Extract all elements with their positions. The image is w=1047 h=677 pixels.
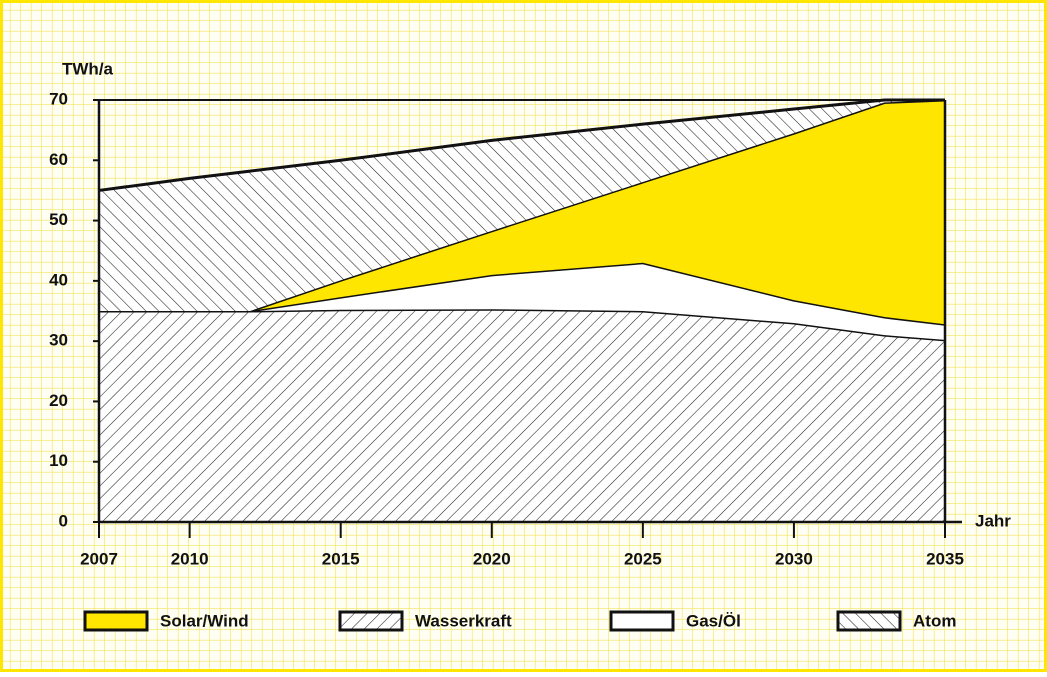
area [99,309,945,522]
area [99,100,945,325]
legend-label: Wasserkraft [415,611,512,630]
y-tick-label: 20 [49,391,68,410]
legend-label: Solar/Wind [160,611,249,630]
x-tick-label: 2010 [171,549,209,568]
x-tick-label: 2035 [926,549,964,568]
legend-swatch [83,610,149,632]
legend-label: Gas/Öl [686,611,741,630]
area [99,100,945,311]
x-axis-label: Jahr [975,511,1011,530]
x-tick-label: 2025 [624,549,662,568]
legend-swatch [609,610,675,632]
x-tick-label: 2007 [80,549,118,568]
y-axis-label: TWh/a [62,59,114,78]
y-tick-label: 30 [49,331,68,350]
legend-label: Atom [913,611,956,630]
y-tick-label: 70 [49,89,68,108]
y-tick-label: 50 [49,210,68,229]
x-tick-label: 2015 [322,549,360,568]
y-tick-label: 60 [49,150,68,169]
legend-swatch [836,610,902,632]
y-tick-label: 10 [49,451,68,470]
area [99,262,945,340]
y-tick-label: 40 [49,270,68,289]
x-tick-label: 2030 [775,549,813,568]
x-tick-label: 2020 [473,549,511,568]
area-edge [98,98,945,192]
y-tick-label: 0 [59,511,68,530]
legend-swatch [338,610,404,632]
